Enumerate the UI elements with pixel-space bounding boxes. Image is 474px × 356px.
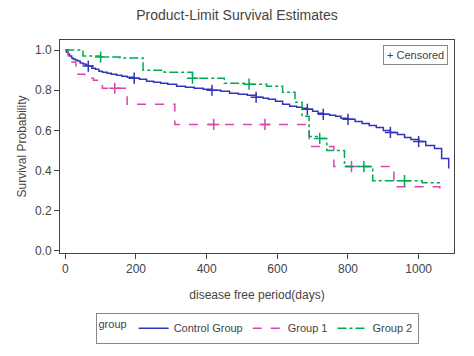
svg-text:400: 400 bbox=[197, 262, 217, 276]
svg-text:1.0: 1.0 bbox=[35, 43, 52, 57]
svg-text:1000: 1000 bbox=[405, 262, 432, 276]
svg-text:Control Group: Control Group bbox=[174, 322, 243, 334]
svg-text:0.8: 0.8 bbox=[35, 83, 52, 97]
svg-text:Survival Probability: Survival Probability bbox=[15, 95, 29, 197]
svg-text:0.6: 0.6 bbox=[35, 124, 52, 138]
svg-text:0: 0 bbox=[62, 262, 69, 276]
svg-text:0.4: 0.4 bbox=[35, 164, 52, 178]
svg-text:Product-Limit Survival Estimat: Product-Limit Survival Estimates bbox=[136, 7, 338, 23]
svg-text:Group 2: Group 2 bbox=[372, 322, 412, 334]
svg-text:+ Censored: + Censored bbox=[387, 49, 444, 61]
svg-text:800: 800 bbox=[338, 262, 358, 276]
svg-text:600: 600 bbox=[267, 262, 287, 276]
svg-text:group: group bbox=[99, 318, 127, 330]
svg-text:200: 200 bbox=[126, 262, 146, 276]
svg-text:0.0: 0.0 bbox=[35, 244, 52, 258]
svg-text:0.2: 0.2 bbox=[35, 204, 52, 218]
svg-text:Group 1: Group 1 bbox=[288, 322, 328, 334]
svg-text:disease free period(days): disease free period(days) bbox=[189, 288, 324, 302]
